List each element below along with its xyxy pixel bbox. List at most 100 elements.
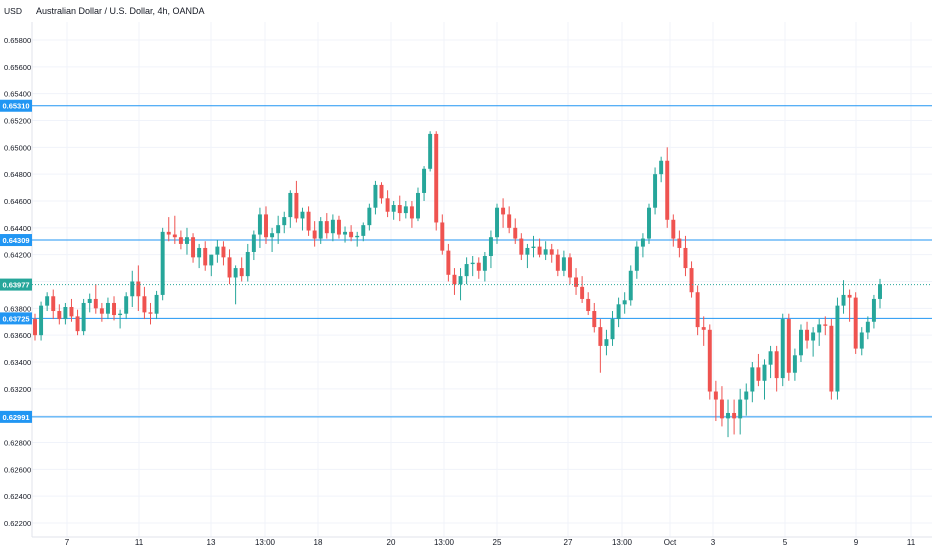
candle-up[interactable] bbox=[531, 246, 536, 248]
candle-up[interactable] bbox=[835, 305, 840, 392]
candle-down[interactable] bbox=[707, 329, 712, 392]
candle-up[interactable] bbox=[640, 238, 645, 247]
candle-down[interactable] bbox=[507, 214, 512, 228]
candle-down[interactable] bbox=[349, 231, 354, 238]
candle-up[interactable] bbox=[653, 174, 658, 208]
candle-down[interactable] bbox=[397, 205, 402, 214]
candle-down[interactable] bbox=[69, 306, 74, 317]
candle-down[interactable] bbox=[719, 399, 724, 419]
candle-down[interactable] bbox=[574, 277, 579, 287]
candle-up[interactable] bbox=[482, 256, 487, 271]
candle-down[interactable] bbox=[555, 254, 560, 271]
candle-down[interactable] bbox=[51, 296, 56, 312]
candle-down[interactable] bbox=[166, 231, 171, 235]
candle-up[interactable] bbox=[488, 237, 493, 257]
candle-up[interactable] bbox=[726, 412, 730, 419]
candle-up[interactable] bbox=[330, 219, 335, 234]
candle-up[interactable] bbox=[495, 207, 499, 238]
candle-up[interactable] bbox=[841, 294, 846, 306]
candle-up[interactable] bbox=[39, 305, 44, 336]
candle-up[interactable] bbox=[768, 351, 773, 365]
candle-down[interactable] bbox=[324, 221, 329, 234]
candle-up[interactable] bbox=[276, 225, 281, 234]
candle-down[interactable] bbox=[336, 219, 341, 235]
candle-down[interactable] bbox=[191, 237, 196, 258]
candle-up[interactable] bbox=[209, 254, 214, 266]
candle-up[interactable] bbox=[367, 207, 372, 226]
candle-up[interactable] bbox=[422, 168, 427, 193]
candle-up[interactable] bbox=[197, 247, 202, 258]
candle-up[interactable] bbox=[118, 313, 123, 316]
candle-up[interactable] bbox=[318, 221, 323, 239]
candle-up[interactable] bbox=[811, 332, 816, 341]
candle-down[interactable] bbox=[689, 268, 694, 293]
candle-up[interactable] bbox=[416, 192, 420, 219]
candle-down[interactable] bbox=[294, 192, 299, 219]
candle-down[interactable] bbox=[148, 312, 153, 314]
candle-down[interactable] bbox=[513, 227, 518, 239]
currency-label[interactable]: USD bbox=[4, 6, 22, 16]
candle-down[interactable] bbox=[501, 207, 506, 215]
candle-up[interactable] bbox=[738, 399, 743, 419]
candle-up[interactable] bbox=[105, 302, 110, 314]
candle-up[interactable] bbox=[154, 294, 159, 314]
candle-up[interactable] bbox=[817, 324, 822, 333]
candle-down[interactable] bbox=[847, 294, 852, 298]
candle-up[interactable] bbox=[780, 319, 785, 379]
candle-down[interactable] bbox=[756, 367, 761, 381]
candle-down[interactable] bbox=[33, 319, 37, 336]
candle-up[interactable] bbox=[859, 332, 864, 349]
candle-up[interactable] bbox=[124, 296, 129, 314]
candle-down[interactable] bbox=[774, 351, 779, 379]
candle-up[interactable] bbox=[647, 207, 651, 239]
candle-down[interactable] bbox=[178, 237, 183, 244]
candle-down[interactable] bbox=[75, 316, 80, 332]
candle-up[interactable] bbox=[744, 391, 749, 400]
candle-up[interactable] bbox=[458, 276, 463, 285]
candle-down[interactable] bbox=[732, 412, 737, 419]
candle-up[interactable] bbox=[87, 298, 92, 303]
candle-up[interactable] bbox=[762, 364, 767, 381]
candle-up[interactable] bbox=[428, 133, 433, 169]
candle-down[interactable] bbox=[440, 222, 445, 251]
candle-up[interactable] bbox=[300, 211, 305, 219]
candle-down[interactable] bbox=[312, 230, 317, 239]
candle-down[interactable] bbox=[683, 247, 688, 269]
candle-down[interactable] bbox=[385, 198, 390, 212]
candle-down[interactable] bbox=[853, 297, 858, 349]
candle-down[interactable] bbox=[306, 211, 311, 231]
candle-up[interactable] bbox=[160, 231, 165, 295]
candle-up[interactable] bbox=[257, 214, 262, 235]
candle-down[interactable] bbox=[57, 311, 62, 320]
candle-up[interactable] bbox=[628, 270, 633, 301]
candle-up[interactable] bbox=[750, 367, 755, 392]
candle-down[interactable] bbox=[695, 292, 700, 328]
candle-up[interactable] bbox=[355, 235, 360, 238]
candle-down[interactable] bbox=[519, 238, 524, 255]
candle-down[interactable] bbox=[112, 302, 117, 316]
candle-up[interactable] bbox=[871, 298, 876, 322]
candle-up[interactable] bbox=[130, 281, 135, 297]
candle-down[interactable] bbox=[379, 184, 384, 199]
candle-down[interactable] bbox=[549, 249, 554, 255]
candle-down[interactable] bbox=[598, 327, 603, 346]
candle-up[interactable] bbox=[288, 192, 293, 218]
candle-up[interactable] bbox=[792, 355, 797, 373]
candle-up[interactable] bbox=[616, 304, 621, 320]
candle-up[interactable] bbox=[361, 225, 366, 236]
candle-down[interactable] bbox=[786, 319, 791, 373]
candle-down[interactable] bbox=[221, 246, 226, 258]
candle-up[interactable] bbox=[45, 296, 50, 306]
candle-down[interactable] bbox=[671, 219, 676, 239]
candle-down[interactable] bbox=[452, 274, 457, 285]
candle-down[interactable] bbox=[805, 329, 810, 341]
candle-up[interactable] bbox=[81, 302, 86, 332]
candle-up[interactable] bbox=[215, 246, 220, 255]
candle-down[interactable] bbox=[823, 324, 828, 326]
candle-down[interactable] bbox=[713, 391, 718, 400]
candle-up[interactable] bbox=[543, 249, 548, 255]
candle-down[interactable] bbox=[93, 298, 98, 309]
candle-down[interactable] bbox=[434, 133, 439, 223]
candle-up[interactable] bbox=[251, 234, 256, 252]
